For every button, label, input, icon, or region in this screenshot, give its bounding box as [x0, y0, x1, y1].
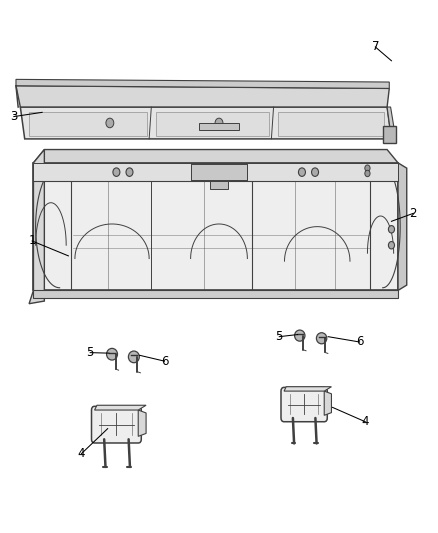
- Polygon shape: [20, 107, 392, 139]
- Circle shape: [106, 118, 114, 128]
- Ellipse shape: [106, 349, 117, 360]
- Text: 1: 1: [28, 235, 36, 247]
- Circle shape: [389, 225, 395, 233]
- FancyBboxPatch shape: [281, 387, 327, 422]
- Polygon shape: [284, 387, 332, 391]
- Text: 2: 2: [410, 207, 417, 220]
- Polygon shape: [324, 391, 332, 415]
- Text: 4: 4: [78, 447, 85, 460]
- Polygon shape: [191, 165, 247, 180]
- Circle shape: [365, 170, 370, 176]
- Text: 7: 7: [371, 41, 379, 53]
- Circle shape: [365, 165, 370, 171]
- Text: 5: 5: [87, 346, 94, 359]
- Circle shape: [311, 168, 318, 176]
- Circle shape: [126, 168, 133, 176]
- Polygon shape: [210, 181, 228, 189]
- Circle shape: [113, 168, 120, 176]
- Polygon shape: [95, 405, 146, 410]
- Polygon shape: [33, 163, 398, 181]
- Polygon shape: [155, 112, 269, 136]
- Polygon shape: [29, 150, 44, 304]
- Polygon shape: [387, 107, 396, 139]
- Ellipse shape: [128, 351, 139, 363]
- Polygon shape: [138, 410, 146, 437]
- Polygon shape: [29, 112, 147, 136]
- Polygon shape: [33, 150, 398, 163]
- Circle shape: [298, 168, 305, 176]
- Text: 6: 6: [356, 335, 364, 349]
- Polygon shape: [33, 163, 398, 290]
- Text: 5: 5: [276, 330, 283, 343]
- Circle shape: [215, 118, 223, 128]
- Polygon shape: [199, 123, 239, 130]
- Polygon shape: [16, 86, 389, 107]
- Ellipse shape: [295, 330, 305, 341]
- Polygon shape: [33, 290, 398, 298]
- Polygon shape: [278, 112, 384, 136]
- Text: 4: 4: [361, 415, 369, 428]
- Ellipse shape: [316, 333, 327, 344]
- Polygon shape: [398, 163, 407, 290]
- Polygon shape: [383, 126, 396, 143]
- Polygon shape: [16, 79, 389, 88]
- Text: 3: 3: [10, 110, 18, 123]
- Circle shape: [389, 241, 395, 249]
- Text: 6: 6: [161, 354, 168, 368]
- FancyBboxPatch shape: [92, 406, 141, 443]
